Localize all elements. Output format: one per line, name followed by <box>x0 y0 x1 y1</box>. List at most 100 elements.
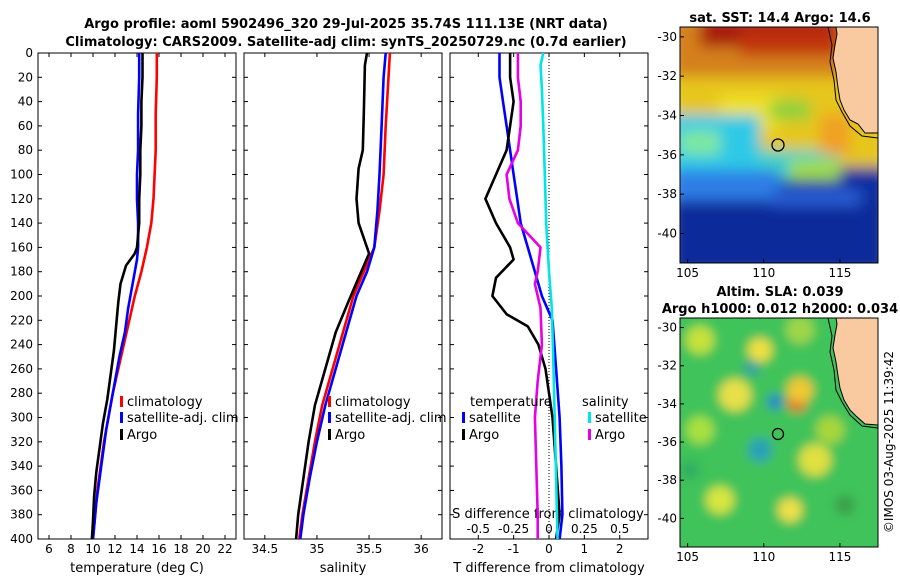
legend-heading-temperature: temperature <box>470 395 552 410</box>
sst-land <box>832 27 878 134</box>
legend-swatch-argo <box>120 429 123 440</box>
s-tick-label: 0 <box>545 522 553 536</box>
x-tick-label: 8 <box>67 542 75 556</box>
map-y-tick-label: -40 <box>657 227 677 241</box>
legend-label-climatology: climatology <box>335 395 411 410</box>
legend-label-satellite-adj-clim: satellite-adj. clim <box>127 411 239 426</box>
s-axis-label: S difference from climatology <box>452 507 644 522</box>
map-y-tick-label: -40 <box>657 511 677 525</box>
x-tick-label: 36 <box>414 542 429 556</box>
x-tick-label: -2 <box>472 542 484 556</box>
legend-label-climatology: climatology <box>127 395 203 410</box>
legend-swatch-satellite-adj-clim <box>328 412 331 423</box>
y-tick-label: 220 <box>10 313 33 327</box>
y-tick-label: 40 <box>18 95 33 109</box>
legend-label-t-argo: Argo <box>469 428 499 443</box>
s-tick-label: 0.25 <box>571 522 598 536</box>
map-x-tick-label: 105 <box>676 550 699 564</box>
map-y-tick-label: -34 <box>657 109 677 123</box>
legend-heading-salinity: salinity <box>582 395 629 410</box>
map-y-tick-label: -34 <box>657 397 677 411</box>
series-line-satellite-adj-clim <box>299 52 387 540</box>
legend-swatch-t-satellite <box>462 412 465 423</box>
series-line-satellite-adj-clim <box>91 53 141 540</box>
map-x-tick-label: 115 <box>828 550 851 564</box>
legend-label-argo: Argo <box>335 428 365 443</box>
x-tick-label: 20 <box>195 542 210 556</box>
imos-credit: ©IMOS 03-Aug-2025 11:39:42 <box>882 351 896 533</box>
x-axis-label: T difference from climatology <box>452 561 645 576</box>
y-tick-label: 260 <box>10 362 33 376</box>
x-tick-label: 1 <box>581 542 589 556</box>
figure-title-line-2: Climatology: CARS2009. Satellite-adj cli… <box>65 35 626 50</box>
sla-float-marker <box>771 427 785 441</box>
map-x-tick-label: 110 <box>752 550 775 564</box>
series-line-s-satellite <box>539 52 559 540</box>
y-tick-label: 360 <box>10 483 33 497</box>
legend-swatch-s-satellite <box>588 412 591 423</box>
map-y-tick-label: -30 <box>657 321 677 335</box>
plot-frame <box>243 52 443 540</box>
legend-swatch-t-argo <box>462 429 465 440</box>
y-tick-label: 100 <box>10 168 33 182</box>
y-tick-label: 120 <box>10 192 33 206</box>
legend-label-satellite-adj-clim: satellite-adj. clim <box>335 411 447 426</box>
s-tick-label: -0.25 <box>498 522 529 536</box>
temperature-panel: 0 20 40 60 80 100 120 140 160 180 200 220 240 260 280 3… <box>10 46 239 576</box>
salinity-panel: 34.5 35 35.5 36 salinity climatologysatellite… <box>243 52 447 576</box>
x-tick-label: 18 <box>173 542 188 556</box>
x-tick-label: 22 <box>217 542 232 556</box>
y-tick-label: 60 <box>18 119 33 133</box>
map-x-tick-label: 110 <box>752 266 775 280</box>
legend-swatch-satellite-adj-clim <box>120 412 123 423</box>
legend-label-s-argo: Argo <box>595 428 625 443</box>
y-tick-label: 320 <box>10 435 33 449</box>
difference-panel: -2 -1 0 1 2 T difference from climatology S di… <box>449 52 649 576</box>
series-line-climatology <box>297 52 392 540</box>
map-y-tick-label: -32 <box>657 359 677 373</box>
map-y-tick-label: -36 <box>657 148 677 162</box>
y-tick-label: 140 <box>10 216 33 230</box>
series-line-argo <box>90 53 144 540</box>
sst-float-marker <box>771 138 785 152</box>
y-tick-label: 180 <box>10 265 33 279</box>
sst-map-title: sat. SST: 14.4 Argo: 14.6 <box>689 11 870 26</box>
legend-label-s-satellite: satellite <box>595 411 647 426</box>
x-axis-label: temperature (deg C) <box>70 561 204 576</box>
legend-swatch-argo <box>328 429 331 440</box>
map-x-tick-label: 115 <box>828 266 851 280</box>
map-x-tick-label: 105 <box>676 266 699 280</box>
x-tick-label: 10 <box>85 542 100 556</box>
series-line-t-argo <box>484 53 561 540</box>
sla-map: 105 110 115 -30 -32 -34 -36 -38 -40 <box>657 317 879 564</box>
x-tick-label: 14 <box>129 542 144 556</box>
x-tick-label: 16 <box>151 542 166 556</box>
x-tick-label: 35.5 <box>356 542 383 556</box>
s-tick-label: 0.5 <box>610 522 629 536</box>
map-y-tick-label: -38 <box>657 473 677 487</box>
sla-land <box>832 318 878 426</box>
y-tick-label: 340 <box>10 459 33 473</box>
x-tick-label: 35 <box>309 542 324 556</box>
y-tick-label: 200 <box>10 289 33 303</box>
legend-label-t-satellite: satellite <box>469 411 521 426</box>
y-tick-label: 20 <box>18 70 33 84</box>
y-tick-label: 380 <box>10 508 33 522</box>
sla-map-title-line-2: Argo h1000: 0.012 h2000: 0.034 <box>662 302 898 317</box>
y-tick-label: 400 <box>10 532 33 546</box>
series-line-argo <box>294 52 371 540</box>
y-tick-label: 300 <box>10 411 33 425</box>
map-y-tick-label: -30 <box>657 30 677 44</box>
y-tick-label: 160 <box>10 240 33 254</box>
legend-swatch-s-argo <box>588 429 591 440</box>
x-tick-label: -1 <box>508 542 520 556</box>
legend-swatch-climatology <box>120 396 123 407</box>
sst-field <box>680 27 878 263</box>
y-tick-label: 80 <box>18 143 33 157</box>
map-y-tick-label: -36 <box>657 435 677 449</box>
x-axis-label: salinity <box>320 561 367 576</box>
x-tick-label: 2 <box>616 542 624 556</box>
legend-swatch-climatology <box>328 396 331 407</box>
y-tick-label: 240 <box>10 338 33 352</box>
